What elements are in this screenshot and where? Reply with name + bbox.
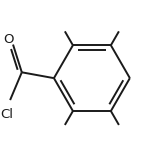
- Text: O: O: [3, 33, 14, 46]
- Text: Cl: Cl: [1, 108, 14, 121]
